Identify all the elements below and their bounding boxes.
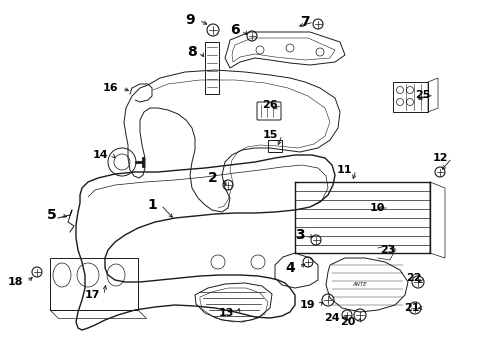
Text: 8: 8 bbox=[187, 45, 197, 59]
Text: 17: 17 bbox=[84, 290, 100, 300]
Text: ANTE: ANTE bbox=[353, 283, 368, 288]
Text: 9: 9 bbox=[185, 13, 195, 27]
Text: 16: 16 bbox=[102, 83, 118, 93]
Text: 21: 21 bbox=[405, 303, 420, 313]
Text: 23: 23 bbox=[380, 245, 395, 255]
Text: 1: 1 bbox=[147, 198, 157, 212]
Text: 3: 3 bbox=[295, 228, 305, 242]
Text: 15: 15 bbox=[263, 130, 278, 140]
Text: 25: 25 bbox=[415, 90, 430, 100]
Text: 22: 22 bbox=[407, 273, 422, 283]
Text: 2: 2 bbox=[208, 171, 218, 185]
Text: 24: 24 bbox=[324, 313, 340, 323]
Text: 14: 14 bbox=[93, 150, 108, 160]
Bar bbox=[268, 140, 282, 152]
Bar bbox=[393, 82, 428, 112]
Text: 5: 5 bbox=[47, 208, 57, 222]
Text: 6: 6 bbox=[230, 23, 240, 37]
Text: 10: 10 bbox=[369, 203, 385, 213]
Text: 4: 4 bbox=[285, 261, 295, 275]
Text: 12: 12 bbox=[433, 153, 448, 163]
Bar bbox=[50, 258, 138, 310]
Text: 13: 13 bbox=[219, 308, 234, 318]
Text: 20: 20 bbox=[340, 317, 355, 327]
Text: 26: 26 bbox=[262, 100, 278, 110]
Bar bbox=[205, 42, 219, 94]
Text: 19: 19 bbox=[299, 300, 315, 310]
Text: 11: 11 bbox=[337, 165, 352, 175]
Text: 18: 18 bbox=[7, 277, 23, 287]
Text: 7: 7 bbox=[300, 15, 310, 29]
